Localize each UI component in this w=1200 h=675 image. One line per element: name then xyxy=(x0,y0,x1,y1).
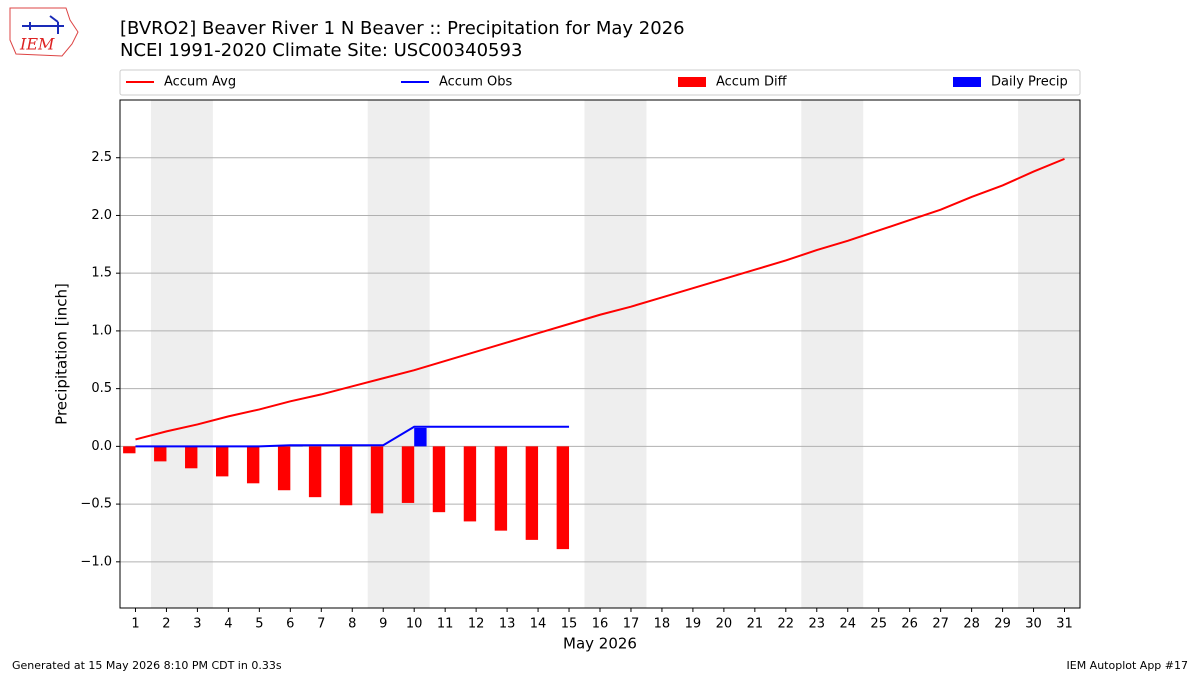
footer-right: IEM Autoplot App #17 xyxy=(1067,659,1189,672)
legend-item: Daily Precip xyxy=(953,75,1068,90)
x-tick-label: 11 xyxy=(437,617,454,632)
x-tick-label: 10 xyxy=(406,617,423,632)
y-tick-label: 0.5 xyxy=(91,381,112,396)
x-tick-label: 30 xyxy=(1025,617,1042,632)
bar xyxy=(525,446,539,540)
bar xyxy=(463,446,477,522)
logo-text: IEM xyxy=(19,35,55,54)
x-tick-label: 17 xyxy=(623,617,640,632)
y-axis-label: Precipitation [inch] xyxy=(53,283,71,425)
x-tick-label: 13 xyxy=(499,617,516,632)
x-tick-label: 15 xyxy=(561,617,578,632)
x-axis-label: May 2026 xyxy=(563,635,637,653)
x-tick-label: 26 xyxy=(901,617,918,632)
x-tick-label: 29 xyxy=(994,617,1011,632)
legend-item: Accum Diff xyxy=(678,75,788,90)
x-tick-label: 8 xyxy=(348,617,356,632)
bar xyxy=(494,446,508,531)
x-tick-label: 14 xyxy=(530,617,547,632)
bar xyxy=(401,446,415,503)
bar xyxy=(308,446,322,498)
bar xyxy=(123,446,136,454)
weekend-shade xyxy=(367,100,430,608)
legend-label: Accum Obs xyxy=(439,75,512,90)
legend-item: Accum Obs xyxy=(401,75,512,90)
x-tick-label: 4 xyxy=(224,617,232,632)
chart-title: [BVRO2] Beaver River 1 N Beaver :: Preci… xyxy=(120,18,685,39)
bar xyxy=(370,446,384,514)
x-tick-label: 31 xyxy=(1056,617,1073,632)
logo: IEM xyxy=(9,7,79,57)
weekend-shade xyxy=(1018,100,1080,608)
chart-subtitle: NCEI 1991-2020 Climate Site: USC00340593 xyxy=(120,40,522,61)
x-tick-label: 22 xyxy=(778,617,795,632)
x-tick-label: 20 xyxy=(716,617,733,632)
bar xyxy=(432,446,446,513)
y-tick-label: −1.0 xyxy=(80,554,112,569)
weekend-shade xyxy=(801,100,864,608)
x-tick-label: 12 xyxy=(468,617,485,632)
bar xyxy=(185,446,198,469)
x-tick-label: 16 xyxy=(592,617,609,632)
bar xyxy=(216,446,229,477)
x-tick-label: 7 xyxy=(317,617,325,632)
y-tick-label: 1.0 xyxy=(91,323,112,338)
bar xyxy=(414,427,427,447)
x-tick-label: 24 xyxy=(839,617,856,632)
x-tick-label: 6 xyxy=(286,617,294,632)
legend-swatch xyxy=(953,77,981,87)
legend-box xyxy=(119,69,1081,96)
x-tick-label: 18 xyxy=(654,617,671,632)
weekend-shade xyxy=(584,100,647,608)
legend-label: Daily Precip xyxy=(991,75,1068,90)
bar xyxy=(154,446,167,462)
legend-label: Accum Diff xyxy=(716,75,788,90)
line xyxy=(135,157,1065,441)
x-tick-label: 21 xyxy=(747,617,764,632)
bar xyxy=(246,446,260,484)
y-tick-label: 1.5 xyxy=(91,266,112,281)
bar xyxy=(556,446,570,550)
bar xyxy=(339,446,353,506)
footer-left: Generated at 15 May 2026 8:10 PM CDT in … xyxy=(12,659,282,672)
x-tick-label: 1 xyxy=(131,617,139,632)
weekend-shade xyxy=(150,100,213,608)
plot-frame xyxy=(119,99,1081,609)
x-tick-label: 23 xyxy=(809,617,826,632)
legend-item: Accum Avg xyxy=(126,75,236,90)
y-tick-label: 0.0 xyxy=(91,439,112,454)
y-tick-label: −0.5 xyxy=(80,497,112,512)
legend-swatch xyxy=(678,77,706,87)
x-tick-label: 3 xyxy=(193,617,201,632)
line xyxy=(135,425,570,448)
x-tick-label: 27 xyxy=(932,617,949,632)
y-tick-label: 2.5 xyxy=(91,150,112,165)
x-tick-label: 5 xyxy=(255,617,263,632)
y-tick-label: 2.0 xyxy=(91,208,112,223)
bar xyxy=(277,446,291,491)
x-tick-label: 2 xyxy=(162,617,170,632)
legend-label: Accum Avg xyxy=(164,75,236,90)
x-tick-label: 19 xyxy=(685,617,702,632)
x-tick-label: 28 xyxy=(963,617,980,632)
x-tick-label: 9 xyxy=(379,617,387,632)
x-tick-label: 25 xyxy=(870,617,887,632)
